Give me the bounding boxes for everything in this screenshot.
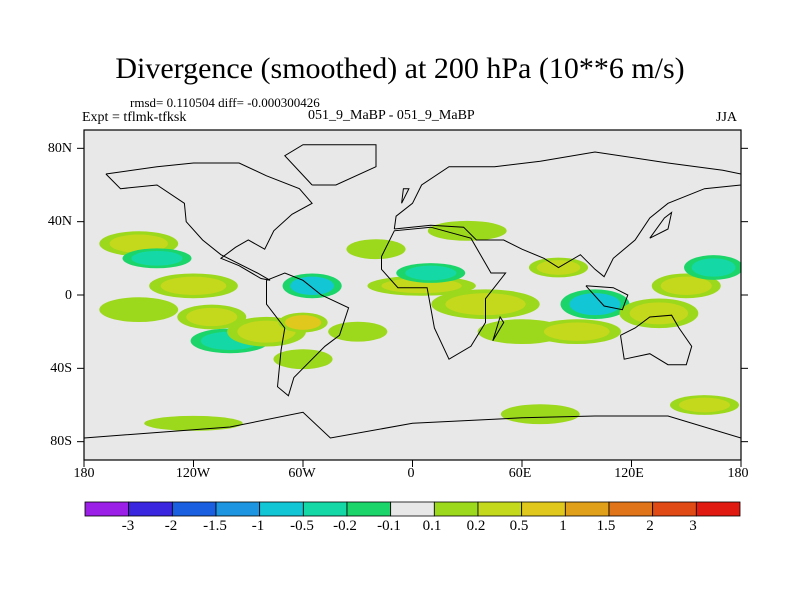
season-label: JJA (716, 110, 738, 125)
x-tick-label: 120E (614, 466, 644, 481)
coastline (401, 188, 410, 204)
coastline (393, 151, 741, 278)
expt-line: Expt = tflmk-tfksk (82, 110, 187, 125)
divergence-contour (335, 324, 380, 339)
colorbar-swatch (477, 501, 523, 517)
divergence-contour (290, 276, 335, 296)
divergence-contour (543, 322, 610, 341)
divergence-contour (157, 417, 230, 429)
divergence-contour (281, 351, 325, 367)
coastline (649, 211, 673, 239)
colorbar (84, 501, 741, 517)
x-tick-label: 60W (288, 466, 316, 481)
coastline (585, 285, 629, 311)
divergence-contour (109, 234, 168, 253)
colorbar-swatch (215, 501, 261, 517)
coastline (620, 314, 693, 366)
x-tick-label: 180 (727, 466, 749, 481)
coastline (266, 272, 350, 397)
coastline (105, 162, 313, 281)
colorbar-label: -3 (121, 518, 135, 534)
colorbar-swatch (346, 501, 392, 517)
colorbar-label: -0.1 (377, 518, 401, 534)
colorbar-label: 1.5 (596, 518, 616, 534)
divergence-field (99, 220, 741, 431)
colorbar-label: -0.2 (333, 518, 357, 534)
y-tick-label: 40N (47, 214, 72, 229)
divergence-contour (284, 315, 322, 330)
colorbar-label: 0.5 (509, 518, 529, 534)
x-tick-label: 180 (73, 466, 95, 481)
colorbar-label: 2 (646, 518, 654, 534)
colorbar-swatch (652, 501, 697, 517)
divergence-contour (691, 258, 736, 277)
x-tick-label: 120W (175, 466, 211, 481)
colorbar-swatch (608, 501, 654, 517)
colorbar-swatch (390, 501, 435, 517)
divergence-contour (186, 307, 238, 327)
colorbar-swatch (521, 501, 566, 517)
y-tick-label: 80N (47, 141, 72, 156)
colorbar-label: -1 (251, 518, 265, 534)
colorbar-swatch (128, 501, 173, 517)
colorbar-swatch (564, 501, 610, 517)
coastline (84, 411, 741, 439)
coastline (381, 226, 507, 360)
colorbar-label: -0.5 (290, 518, 314, 534)
divergence-contour (660, 276, 712, 296)
colorbar-label: -1.5 (203, 518, 227, 534)
divergence-contour (405, 265, 457, 281)
divergence-contour (160, 276, 227, 296)
colorbar-label: 1 (559, 518, 567, 534)
plot-title: Divergence (smoothed) at 200 hPa (10**6 … (115, 52, 685, 85)
colorbar-label: 3 (689, 518, 697, 534)
colorbar-swatch (433, 501, 479, 517)
stats-line: rmsd= 0.110504 diff= -0.000300426 (130, 95, 320, 110)
runs-line: 051_9_MaBP - 051_9_MaBP (308, 108, 475, 123)
divergence-contour (678, 397, 731, 413)
y-tick-label: 0 (65, 288, 72, 303)
x-tick-label: 60E (508, 466, 532, 481)
divergence-contour (354, 241, 398, 257)
colorbar-swatch (695, 501, 741, 517)
divergence-contour (569, 293, 621, 316)
colorbar-label: 0.1 (422, 518, 442, 534)
coastline (492, 315, 505, 342)
y-tick-label: 40S (50, 361, 72, 376)
colorbar-swatch (259, 501, 304, 517)
axis-ticks (77, 147, 748, 467)
colorbar-swatch (302, 501, 348, 517)
colorbar-swatch (171, 501, 217, 517)
colorbar-swatch (84, 501, 130, 517)
divergence-contour (109, 300, 168, 319)
colorbar-label: 0.2 (466, 518, 486, 534)
coastline (284, 144, 377, 186)
colorbar-label: -2 (164, 518, 178, 534)
divergence-contour (511, 406, 570, 422)
divergence-contour (131, 251, 183, 266)
divergence-contour (629, 302, 689, 325)
y-tick-label: 80S (50, 434, 72, 449)
x-tick-label: 0 (407, 466, 415, 481)
coastlines (84, 144, 741, 439)
